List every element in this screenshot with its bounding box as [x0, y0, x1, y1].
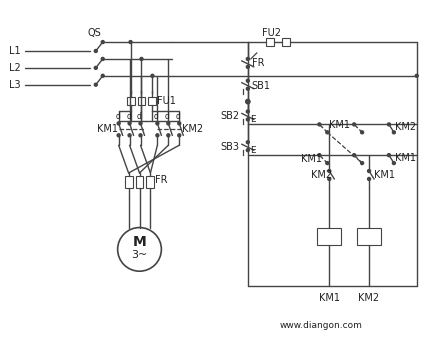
Circle shape: [246, 99, 250, 104]
Circle shape: [178, 134, 181, 137]
Circle shape: [156, 134, 159, 137]
Bar: [138, 97, 146, 105]
Circle shape: [128, 122, 131, 125]
Circle shape: [246, 149, 249, 152]
Circle shape: [94, 49, 97, 52]
Circle shape: [151, 74, 154, 77]
Text: www.diangon.com: www.diangon.com: [280, 321, 363, 330]
Bar: [136, 176, 143, 188]
Text: KM2: KM2: [395, 122, 416, 132]
Text: KM1: KM1: [374, 170, 395, 180]
Circle shape: [246, 57, 249, 60]
Circle shape: [352, 154, 356, 157]
Text: KM1: KM1: [395, 153, 416, 163]
Text: FR: FR: [155, 176, 168, 185]
Text: KM2: KM2: [312, 170, 333, 180]
Text: KM2: KM2: [359, 293, 380, 303]
Circle shape: [388, 154, 390, 157]
Circle shape: [140, 57, 143, 60]
Text: SB1: SB1: [252, 81, 271, 91]
Circle shape: [318, 154, 321, 157]
Circle shape: [415, 74, 418, 77]
Circle shape: [94, 83, 97, 86]
Text: d: d: [115, 112, 120, 121]
Circle shape: [178, 122, 181, 125]
Circle shape: [361, 131, 363, 134]
Circle shape: [117, 134, 120, 137]
Text: E: E: [250, 115, 256, 124]
Circle shape: [117, 122, 120, 125]
Text: KM1: KM1: [97, 124, 118, 134]
Bar: [148, 97, 156, 105]
Bar: [125, 176, 132, 188]
Bar: [266, 38, 274, 46]
Circle shape: [361, 161, 363, 165]
Circle shape: [101, 74, 104, 77]
Text: KM2: KM2: [182, 124, 203, 134]
Circle shape: [246, 110, 249, 113]
Text: 3~: 3~: [132, 250, 148, 260]
Circle shape: [246, 87, 249, 90]
Text: FU2: FU2: [262, 28, 281, 38]
Circle shape: [388, 123, 390, 126]
Circle shape: [139, 134, 142, 137]
Text: KM1: KM1: [301, 154, 323, 164]
Circle shape: [367, 177, 370, 180]
Circle shape: [246, 65, 249, 68]
Circle shape: [246, 79, 249, 82]
Bar: [357, 228, 381, 245]
Text: d: d: [126, 112, 131, 121]
Circle shape: [246, 141, 249, 144]
Text: SB2: SB2: [220, 111, 239, 121]
Circle shape: [326, 161, 329, 165]
Circle shape: [101, 41, 104, 43]
Text: d: d: [176, 112, 181, 121]
Circle shape: [352, 123, 356, 126]
Circle shape: [326, 131, 329, 134]
Text: SB3: SB3: [220, 142, 239, 152]
Text: FU1: FU1: [158, 96, 176, 106]
Circle shape: [367, 169, 370, 172]
Circle shape: [392, 161, 396, 165]
Text: d: d: [165, 112, 170, 121]
Text: E: E: [250, 146, 256, 155]
Text: d: d: [154, 112, 159, 121]
Circle shape: [167, 134, 170, 137]
Text: L1: L1: [9, 46, 21, 56]
Circle shape: [392, 131, 396, 134]
Circle shape: [139, 122, 142, 125]
Bar: [282, 38, 290, 46]
Circle shape: [101, 57, 104, 60]
Bar: [147, 176, 154, 188]
Bar: [317, 228, 341, 245]
Text: FR: FR: [252, 58, 264, 68]
Circle shape: [318, 123, 321, 126]
Circle shape: [328, 177, 331, 180]
Text: M: M: [132, 235, 147, 249]
Circle shape: [117, 228, 161, 271]
Circle shape: [129, 41, 132, 43]
Circle shape: [94, 66, 97, 69]
Text: KM1: KM1: [319, 293, 340, 303]
Circle shape: [167, 122, 170, 125]
Circle shape: [156, 122, 159, 125]
Text: d: d: [137, 112, 142, 121]
Text: L3: L3: [9, 80, 21, 90]
Text: L2: L2: [9, 63, 21, 73]
Circle shape: [128, 134, 131, 137]
Text: QS: QS: [88, 28, 102, 38]
Bar: [127, 97, 135, 105]
Circle shape: [246, 118, 249, 121]
Text: KM1: KM1: [329, 120, 350, 130]
Circle shape: [328, 169, 331, 172]
